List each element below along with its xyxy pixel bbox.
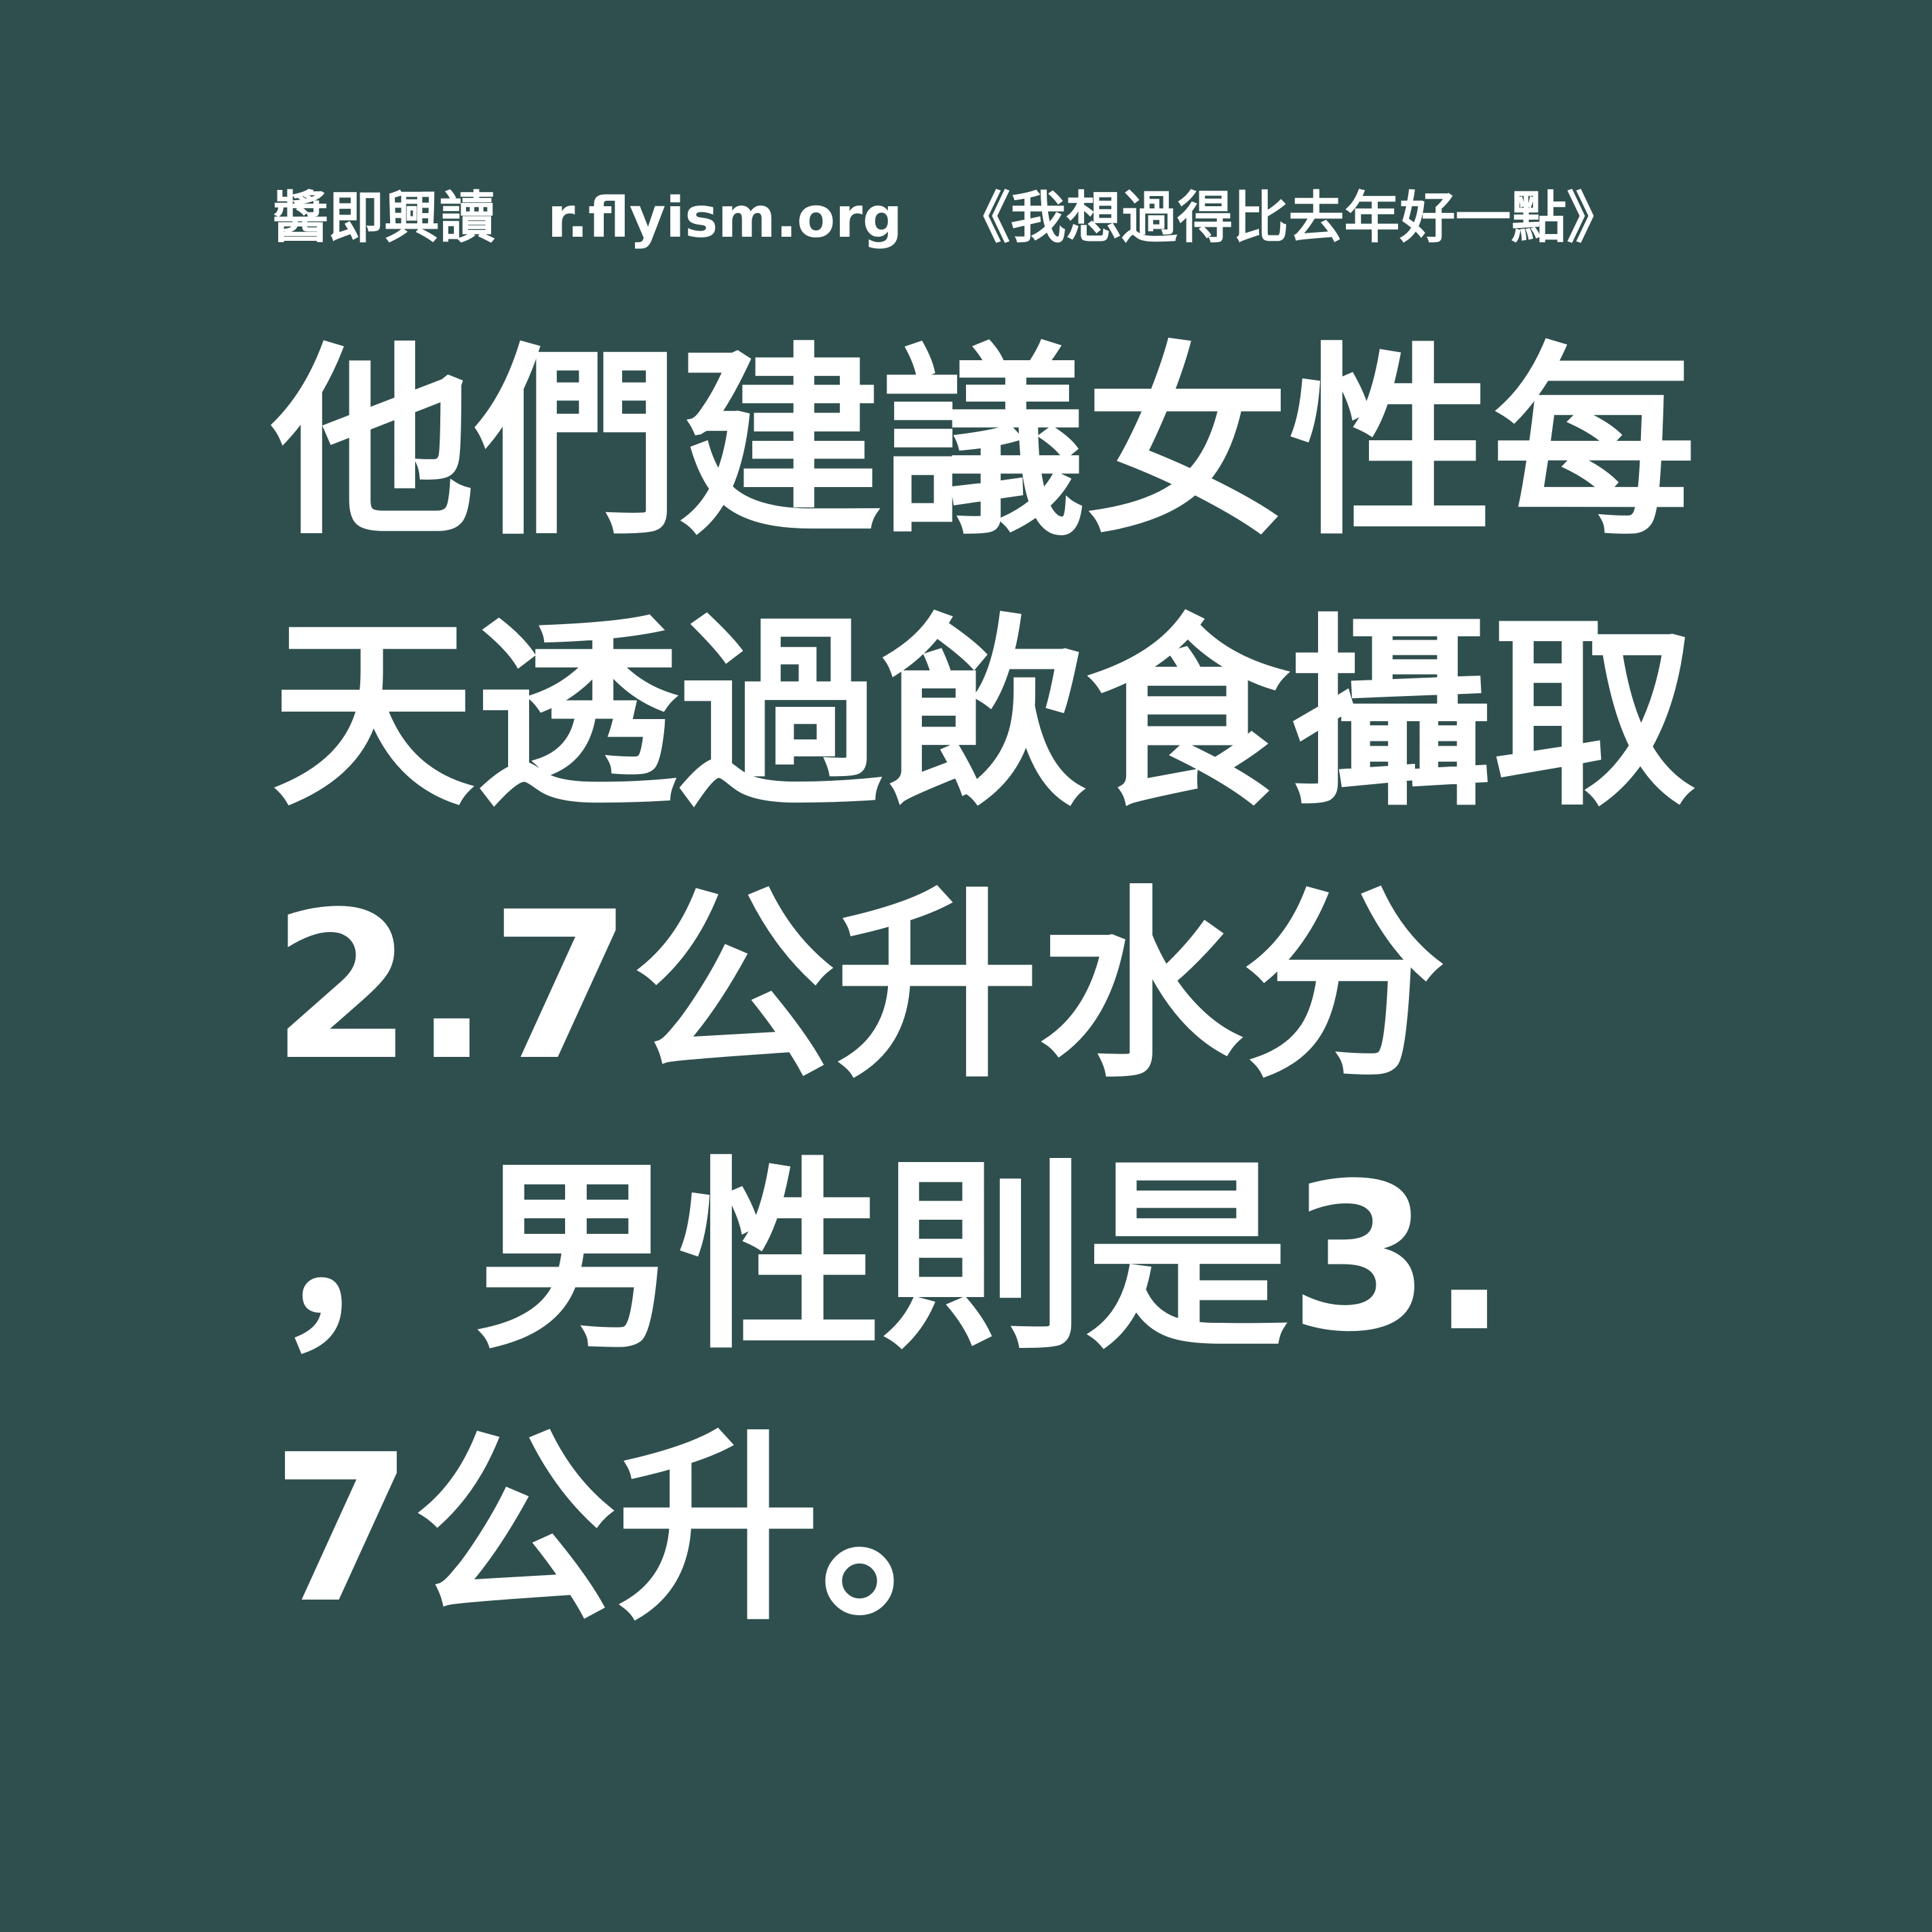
quote-line: 2.7公升水分 bbox=[271, 868, 1446, 1105]
quote-line: 7公升。 bbox=[271, 1411, 1024, 1648]
quote-line: 他們建議女性每 bbox=[271, 326, 1696, 562]
site-url: r.flyism.org bbox=[547, 186, 903, 250]
quote-line: 天透過飲食攝取 bbox=[271, 597, 1696, 834]
book-title: 《我想過得比去年好一點》 bbox=[954, 186, 1623, 250]
source-header: 醬即興讀 r.flyism.org 《我想過得比去年好一點》 bbox=[273, 178, 1731, 259]
quote-text: 他們建議女性每 天透過飲食攝取 2.7公升水分 ，男性則是3. 7公升。 bbox=[271, 309, 1696, 1665]
site-name: 醬即興讀 bbox=[273, 186, 496, 250]
quote-line: ，男性則是3. bbox=[271, 1140, 1508, 1376]
